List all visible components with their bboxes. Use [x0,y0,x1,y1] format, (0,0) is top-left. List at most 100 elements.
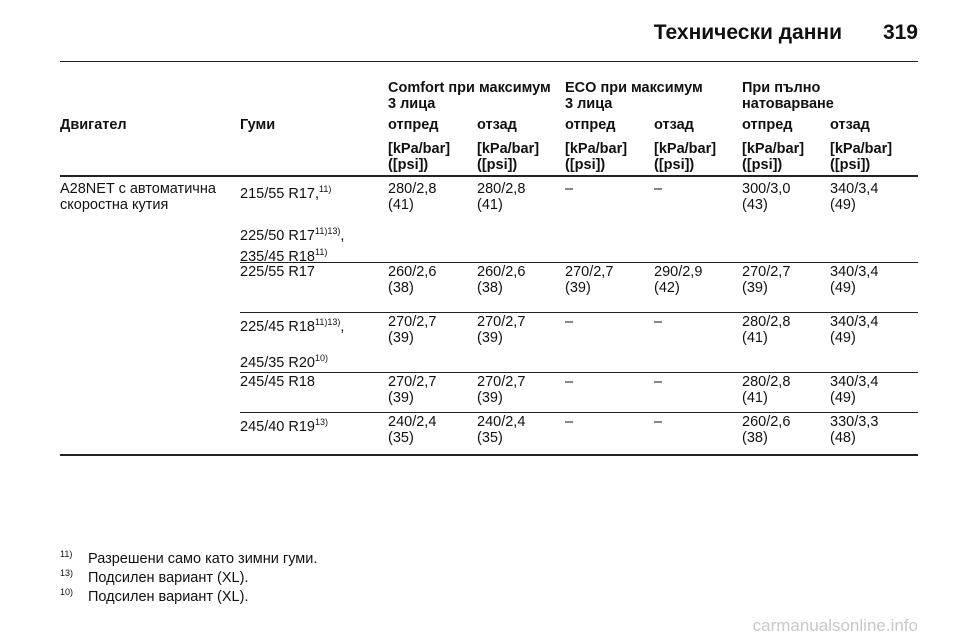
pressure: 260/2,6 [742,414,791,430]
tire-size: 245/45 R18 [240,374,315,390]
unit: [kPa/bar] [654,141,717,157]
unit: ([psi]) [565,157,606,173]
rule [60,175,918,177]
unit: [kPa/bar] [477,141,540,157]
footnote-mark: 13) [60,568,74,578]
pressure: (39) [388,330,414,346]
pressure: 280/2,8 [742,374,791,390]
tire-size: 245/40 R19 [240,419,315,435]
pressure: 340/3,4 [830,264,879,280]
page-number: 319 [882,21,918,44]
tire-size: 225/50 R17 [240,228,315,244]
pressure: (38) [388,280,414,296]
row-rule [240,262,918,263]
group-header: При пълно [742,80,821,96]
watermark: carmanualsonline.info [752,616,918,635]
pressure: 270/2,7 [565,264,614,280]
pressure: 260/2,6 [477,264,526,280]
unit: [kPa/bar] [388,141,451,157]
pressure: (42) [654,280,680,296]
tire: 245/40 R1913) [240,414,328,435]
footnote-mark: 11) [60,549,73,559]
pressure: 240/2,4 [388,414,437,430]
pressure: – [565,374,574,390]
tire: 245/35 R2010) [240,350,328,371]
pressure: (35) [477,430,503,446]
pressure: 340/3,4 [830,374,879,390]
row-rule [240,372,918,373]
group-header: 3 лица [388,96,436,112]
pressure: – [654,374,663,390]
unit: [kPa/bar] [830,141,893,157]
group-header: ECO при максимум [565,80,703,96]
unit: ([psi]) [654,157,695,173]
pressure: 280/2,8 [388,181,437,197]
footnote-ref: 10) [314,353,328,363]
pressure: 330/3,3 [830,414,879,430]
pressure: (41) [742,330,768,346]
pressure: 340/3,4 [830,181,879,197]
row-rule [240,312,918,313]
punctuation: , [340,228,345,244]
pressure: (38) [477,280,503,296]
pressure: 270/2,7 [742,264,791,280]
footnote-ref: 11) [319,184,332,194]
tire: 225/50 R1711)13), [240,223,344,244]
unit: ([psi]) [388,157,429,173]
column-header: отзад [830,117,870,133]
footnote-ref: 11)13) [314,226,341,236]
tire-size: 225/45 R18 [240,319,315,335]
column-header: Двигател [60,117,127,133]
pressure: 270/2,7 [388,314,437,330]
tire: 235/45 R1811) [240,244,327,265]
pressure: (35) [388,430,414,446]
pressure: 280/2,8 [742,314,791,330]
column-header: отзад [654,117,694,133]
column-header: отпред [565,117,616,133]
unit: [kPa/bar] [742,141,805,157]
punctuation: , [340,319,345,335]
tire: 225/55 R17 [240,264,315,280]
tire-size: 225/55 R17 [240,264,315,280]
tire: 225/45 R1811)13), [240,314,344,335]
footnote-mark: 10) [60,587,74,597]
column-header: отзад [477,117,517,133]
pressure: 340/3,4 [830,314,879,330]
group-header: 3 лица [565,96,613,112]
pressure: 260/2,6 [388,264,437,280]
tire-size: 215/55 R17, [240,186,320,202]
pressure: (43) [742,197,768,213]
pressure: (49) [830,330,856,346]
engine: скоростна кутия [60,197,169,213]
engine: A28NET с автоматична [60,181,216,197]
pressure: (41) [388,197,414,213]
unit: ([psi]) [742,157,783,173]
tire-size: 235/45 R18 [240,249,315,265]
footnote-text: Подсилен вариант (XL). [88,570,249,586]
pressure: – [565,181,574,197]
column-header: отпред [388,117,439,133]
pressure: 270/2,7 [388,374,437,390]
footnote-ref: 11)13) [314,317,341,327]
rule [60,454,918,456]
footnote-text: Подсилен вариант (XL). [88,589,249,605]
pressure: – [654,314,663,330]
column-header: Гуми [240,117,276,133]
pressure: (39) [388,390,414,406]
pressure: (41) [742,390,768,406]
pressure: (49) [830,197,856,213]
pressure: 270/2,7 [477,374,526,390]
pressure: (49) [830,390,856,406]
footnote-text: Разрешени само като зимни гуми. [88,551,318,567]
footnote-ref: 13) [314,417,328,427]
unit: ([psi]) [477,157,518,173]
rule [60,61,918,62]
pressure: 240/2,4 [477,414,526,430]
pressure: 300/3,0 [742,181,791,197]
group-header: Comfort при максимум [388,80,551,96]
pressure: 270/2,7 [477,314,526,330]
page-title: Технически данни [653,21,842,44]
unit: [kPa/bar] [565,141,628,157]
pressure: (41) [477,197,503,213]
pressure: (39) [565,280,591,296]
